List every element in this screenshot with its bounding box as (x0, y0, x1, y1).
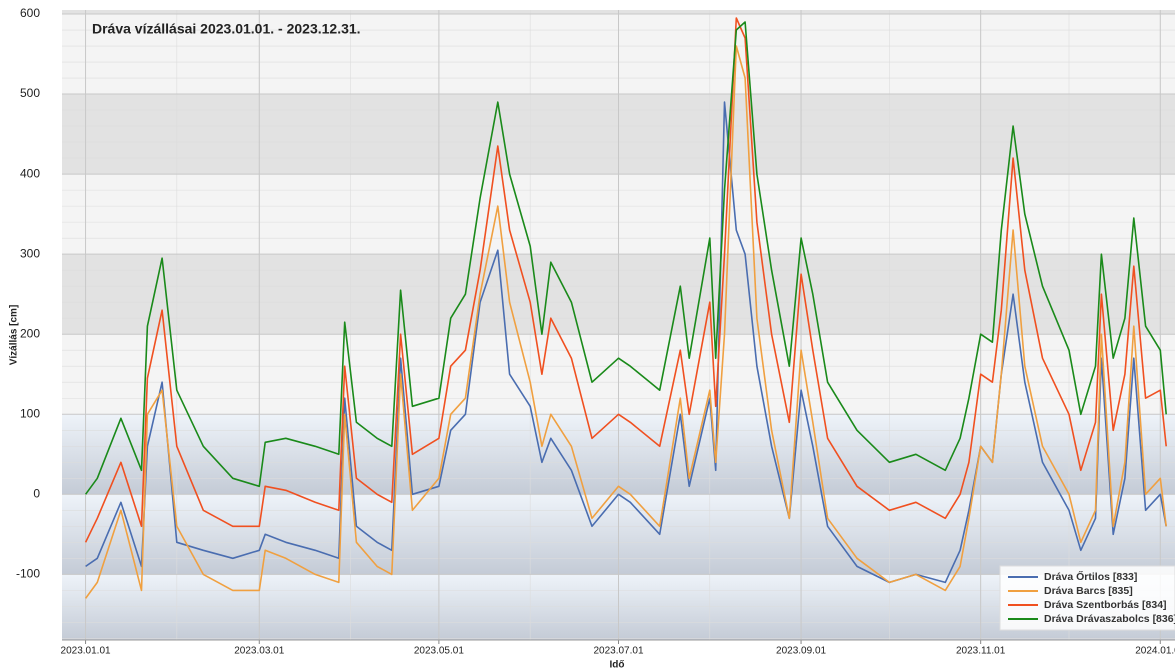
series-line (84, 45, 1167, 599)
x-tick-label: 2023.07.01 (593, 646, 643, 657)
y-tick-label: 200 (20, 326, 40, 340)
y-tick-label: 400 (20, 166, 40, 180)
y-tick-label: 600 (20, 6, 40, 20)
legend-label: Dráva Őrtilos [833] (1044, 570, 1137, 583)
y-tick-label: 100 (20, 406, 40, 420)
x-tick-label: 2023.05.01 (414, 646, 464, 657)
y-tick-label: 500 (20, 86, 40, 100)
x-tick-label: 2023.11.01 (956, 646, 1006, 657)
chart-title: Dráva vízállásai 2023.01.01. - 2023.12.3… (92, 21, 361, 37)
y-tick-label: -100 (16, 567, 40, 581)
x-tick-label: 2023.09.01 (776, 646, 826, 657)
legend-label: Dráva Drávaszabolcs [836] (1044, 613, 1175, 625)
series-line (84, 21, 1167, 495)
series-lines (84, 17, 1167, 599)
x-tick-label: 2023.01.01 (61, 646, 111, 657)
series-line (85, 101, 1167, 584)
x-axis-label: Idő (610, 660, 625, 670)
y-axis-label: Vízállás [cm] (9, 305, 20, 366)
x-tick-label: 2023.03.01 (234, 646, 284, 657)
legend-label: Dráva Barcs [835] (1044, 585, 1133, 597)
x-tick-label: 2024.01.01 (1135, 646, 1175, 657)
legend: Dráva Őrtilos [833] Dráva Barcs [835] Dráv… (999, 565, 1175, 631)
y-tick-label: 0 (33, 486, 40, 500)
y-tick-label: 300 (20, 246, 40, 260)
series-line (84, 17, 1167, 543)
legend-label: Dráva Szentborbás [834] (1044, 599, 1167, 611)
